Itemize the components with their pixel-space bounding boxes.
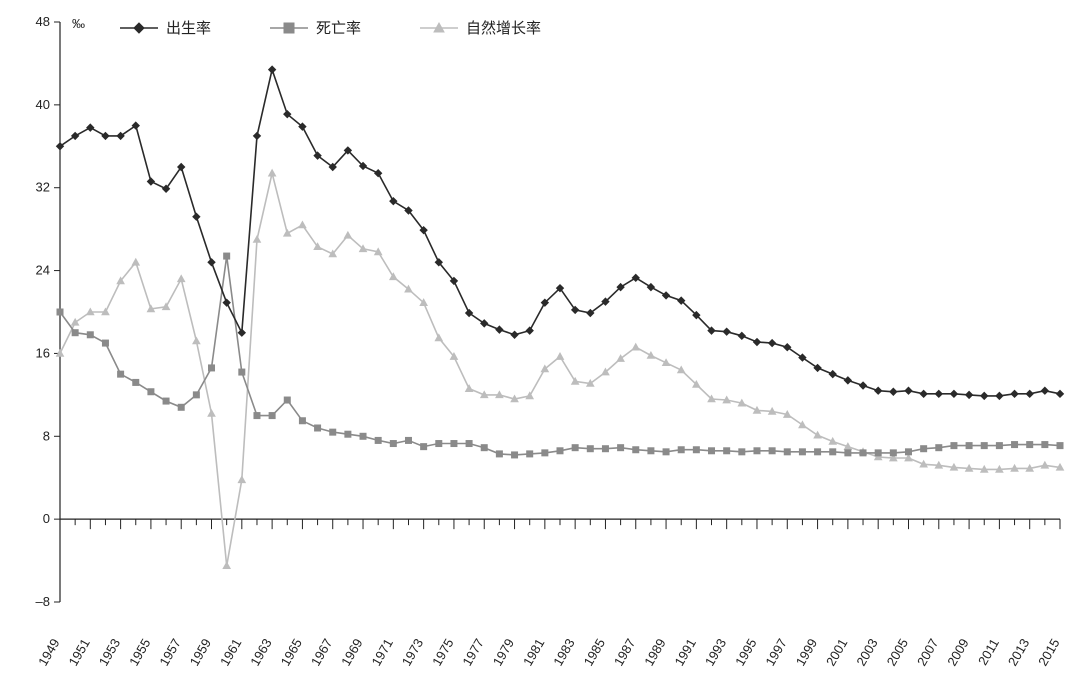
legend-label: 自然增长率 [466, 20, 541, 37]
legend-label: 死亡率 [316, 20, 361, 37]
y-tick-label: 40 [36, 97, 50, 112]
y-tick-label: 32 [36, 180, 50, 195]
y-tick-label: 16 [36, 345, 50, 360]
legend-label: 出生率 [166, 20, 211, 37]
demographics-line-chart: –8081624324048‰1949195119531955195719591… [0, 0, 1080, 683]
legend: 出生率 死亡率 自然增长率 [120, 20, 541, 37]
y-tick-label: –8 [36, 594, 50, 609]
y-tick-label: 24 [36, 263, 50, 278]
y-tick-label: 8 [43, 428, 50, 443]
y-tick-label: 0 [43, 511, 50, 526]
y-tick-label: 48 [36, 14, 50, 29]
y-axis-unit: ‰ [72, 16, 85, 31]
